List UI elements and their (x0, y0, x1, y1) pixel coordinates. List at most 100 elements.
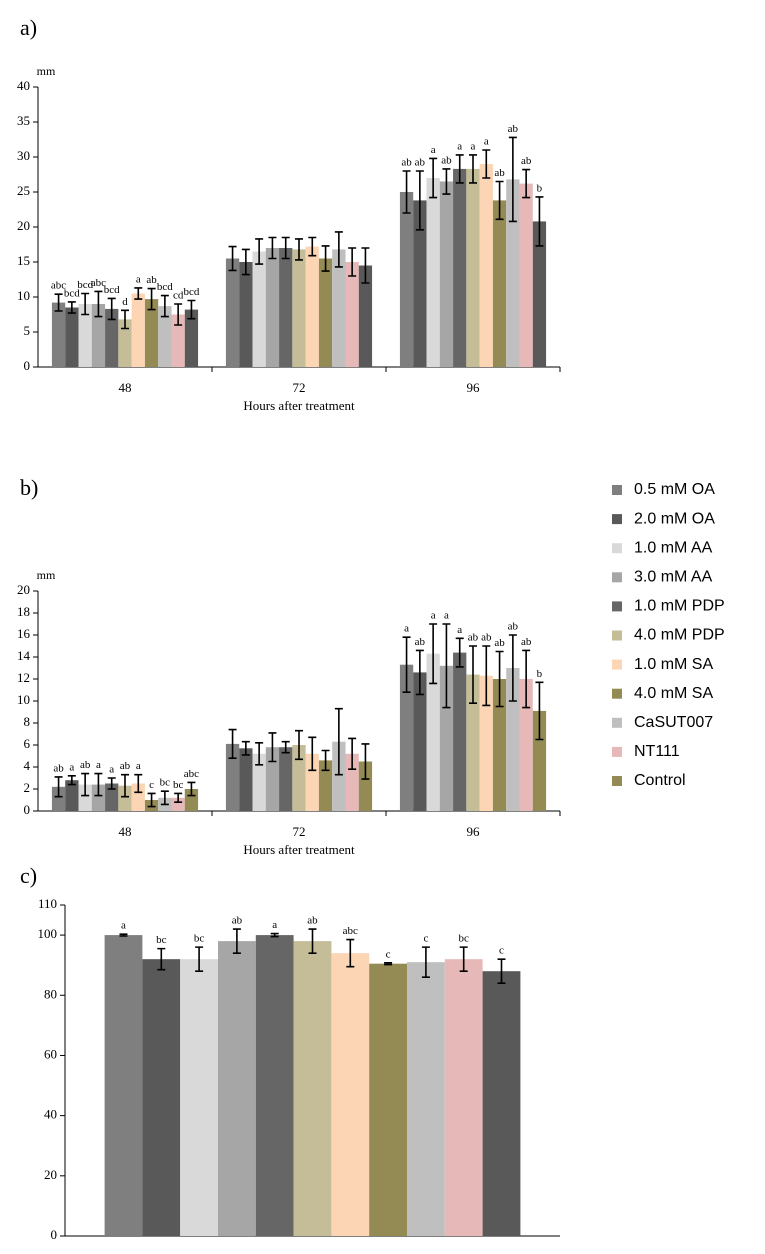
error-bar (295, 238, 303, 261)
y-unit: mm (37, 64, 56, 78)
significance-letter: a (109, 764, 114, 776)
error-bar (308, 236, 317, 257)
bar (171, 797, 185, 811)
error-bar (241, 740, 250, 756)
significance-letter: ab (494, 637, 505, 649)
error-bar (415, 170, 424, 231)
bar (51, 302, 66, 367)
significance-letter: cd (173, 290, 184, 302)
significance-letter: a (272, 919, 277, 931)
bar (439, 665, 454, 811)
bar (51, 786, 66, 811)
error-bar (361, 743, 370, 780)
significance-letter: ab (415, 636, 426, 648)
error-bar (459, 946, 468, 972)
bar (407, 962, 445, 1236)
error-bar (107, 297, 116, 321)
bar (239, 748, 253, 811)
bar (466, 168, 480, 367)
bar (519, 183, 533, 367)
legend-swatch (612, 601, 622, 612)
x-axis-label: Hours after treatment (243, 842, 355, 857)
bar (444, 959, 483, 1236)
significance-letter: ab (232, 915, 243, 927)
error-bar (384, 961, 393, 966)
bar (279, 747, 293, 811)
legend-swatch (612, 572, 622, 583)
y-tick-label: 40 (44, 1107, 57, 1122)
x-tick-label: 48 (119, 380, 132, 395)
significance-letter: abc (184, 768, 199, 780)
bar (293, 941, 332, 1236)
bar (439, 181, 454, 367)
bar (105, 783, 119, 811)
error-bar (455, 637, 464, 668)
error-bar (94, 772, 103, 797)
legend-swatch (612, 514, 622, 525)
error-bar (508, 136, 517, 223)
error-bar (415, 649, 424, 696)
significance-letter: c (386, 948, 391, 960)
bar (65, 780, 79, 811)
significance-letter: a (69, 761, 74, 773)
significance-letter: abc (51, 280, 66, 292)
y-tick-label: 60 (44, 1046, 57, 1061)
significance-letter: c (423, 933, 428, 945)
bar (345, 753, 359, 811)
error-bar (482, 645, 491, 707)
error-bar (232, 928, 241, 954)
error-bar (442, 168, 451, 195)
error-bar (160, 294, 169, 318)
error-bar (255, 238, 264, 265)
significance-letter: b (537, 668, 543, 680)
significance-letter: bcd (157, 281, 173, 293)
bar (399, 192, 414, 367)
y-tick-label: 14 (17, 648, 31, 663)
legend-label: CaSUT007 (634, 714, 713, 731)
bar (482, 971, 521, 1236)
error-bar (455, 154, 464, 184)
bar (265, 248, 280, 367)
error-bar (361, 247, 370, 284)
error-bar (497, 958, 506, 985)
bar (225, 258, 240, 367)
bar (239, 262, 253, 367)
bar (318, 760, 333, 811)
significance-letter: ab (521, 155, 532, 167)
error-bar (321, 749, 330, 772)
significance-letter: ab (481, 632, 492, 644)
significance-letter: a (96, 759, 101, 771)
error-bar (174, 303, 183, 326)
bar (144, 299, 159, 367)
significance-letter: ab (494, 167, 505, 179)
significance-letter: bc (156, 934, 167, 946)
error-bar (281, 236, 290, 260)
y-tick-label: 25 (17, 183, 30, 198)
y-tick-label: 6 (24, 736, 31, 751)
bar (105, 308, 119, 367)
error-bar (402, 170, 411, 214)
significance-letter: abc (91, 277, 106, 289)
y-tick-label: 0 (24, 802, 31, 817)
error-bar (67, 775, 76, 786)
bar (453, 168, 467, 367)
error-bar (495, 650, 504, 708)
bar (492, 200, 507, 367)
bar (118, 319, 132, 367)
significance-letter: bcd (104, 284, 120, 296)
error-bar (346, 938, 355, 968)
bar (332, 249, 346, 367)
significance-letter: a (121, 920, 126, 932)
legend-label: 3.0 mM AA (634, 569, 713, 586)
legend-label: 1.0 mM AA (634, 539, 713, 556)
error-bar (522, 168, 531, 199)
significance-letter: a (457, 624, 462, 636)
y-tick-label: 20 (44, 1167, 57, 1182)
error-bar (402, 636, 411, 693)
panel-label: a) (20, 15, 37, 40)
bar (426, 653, 440, 811)
error-bar (429, 157, 438, 199)
error-bar (268, 732, 277, 763)
error-bar (508, 634, 517, 702)
